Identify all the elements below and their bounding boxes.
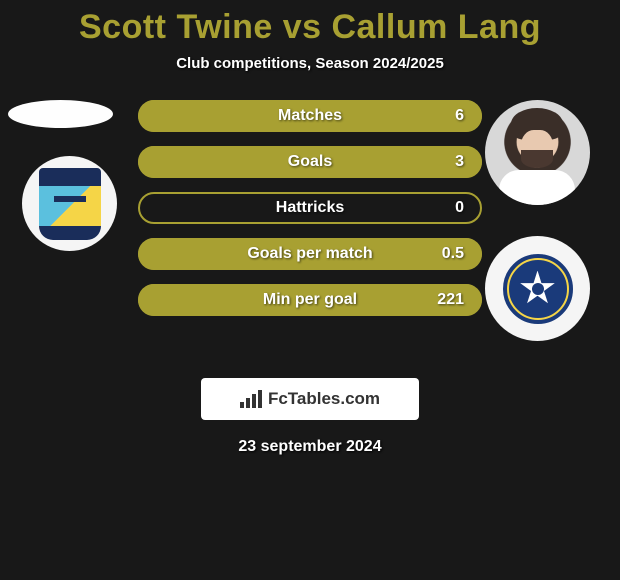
content-area: Matches 6 Goals 3 Hattricks 0 Goals per match 0… xyxy=(0,100,620,360)
snapshot-date: 23 september 2024 xyxy=(0,438,620,456)
comparison-subtitle: Club competitions, Season 2024/2025 xyxy=(0,55,620,72)
stat-bar-row: Min per goal 221 xyxy=(138,284,482,316)
stat-bar-label: Min per goal xyxy=(263,291,357,309)
stat-bar-row: Hattricks 0 xyxy=(138,192,482,224)
burnley-crest-icon xyxy=(39,168,101,240)
stat-bars: Matches 6 Goals 3 Hattricks 0 Goals per match 0… xyxy=(138,100,482,330)
bars-icon xyxy=(240,390,262,408)
brand-text: FcTables.com xyxy=(268,389,380,409)
stat-bar-value: 221 xyxy=(437,291,464,309)
stat-bar-value: 0.5 xyxy=(442,245,464,263)
stat-bar-row: Goals 3 xyxy=(138,146,482,178)
stat-bar-value: 0 xyxy=(455,199,464,217)
stat-bar-row: Matches 6 xyxy=(138,100,482,132)
player-right-avatar xyxy=(485,100,590,205)
stat-bar-row: Goals per match 0.5 xyxy=(138,238,482,270)
stat-bar-label: Goals per match xyxy=(247,245,372,263)
stat-bar-label: Hattricks xyxy=(276,199,344,217)
player-right-club-badge xyxy=(485,236,590,341)
portsmouth-crest-icon xyxy=(503,254,573,324)
brand-badge: FcTables.com xyxy=(201,378,419,420)
player-left-club-badge xyxy=(22,156,117,251)
stat-bar-value: 3 xyxy=(455,153,464,171)
player-left-avatar-placeholder xyxy=(8,100,113,128)
stat-bar-label: Matches xyxy=(278,107,342,125)
stat-bar-label: Goals xyxy=(288,153,332,171)
stat-bar-value: 6 xyxy=(455,107,464,125)
comparison-title: Scott Twine vs Callum Lang xyxy=(0,0,620,47)
